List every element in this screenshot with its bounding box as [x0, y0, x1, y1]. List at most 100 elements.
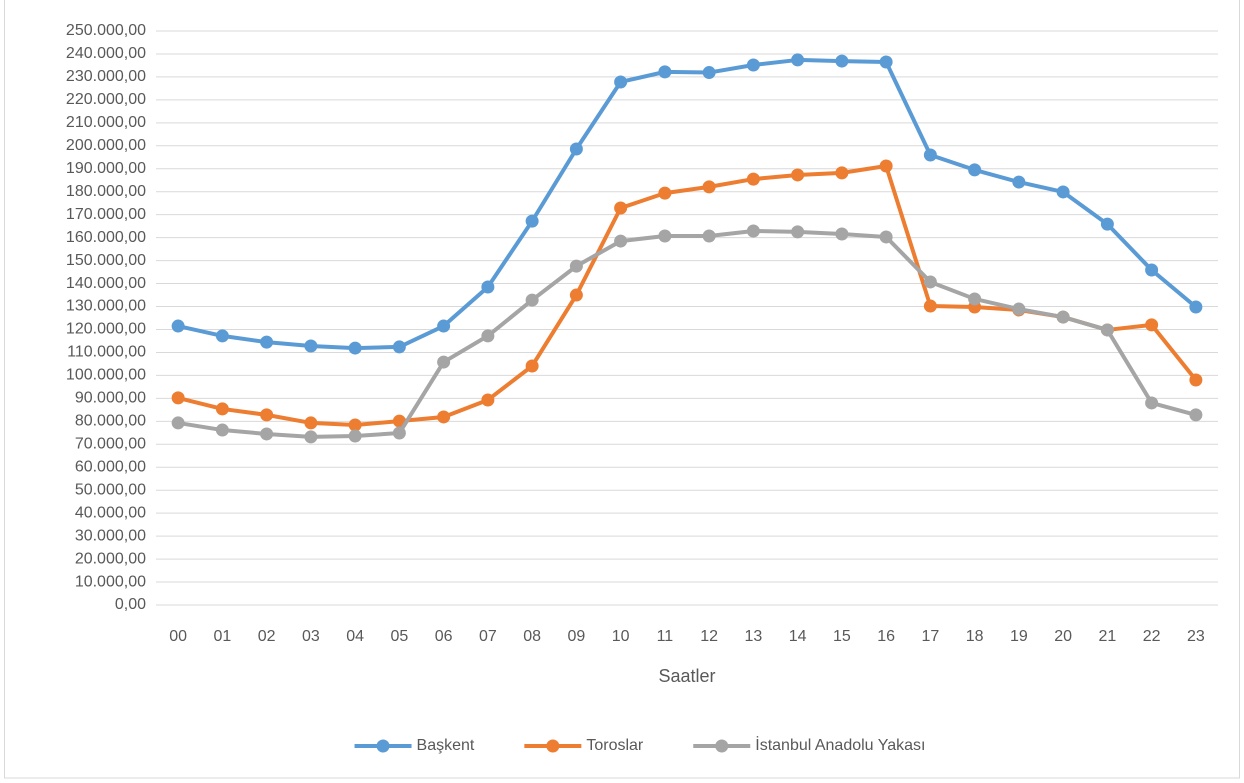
data-point	[1189, 408, 1203, 422]
data-point	[215, 423, 229, 437]
data-point	[1189, 373, 1203, 387]
y-tick-label: 200.000,00	[66, 137, 146, 154]
y-tick-label: 10.000,00	[75, 573, 146, 590]
y-tick-label: 190.000,00	[66, 160, 146, 177]
data-point	[392, 340, 406, 354]
data-point	[879, 55, 893, 69]
x-tick-label: 18	[966, 628, 984, 645]
x-tick-label: 02	[258, 628, 276, 645]
data-point	[879, 159, 893, 173]
y-tick-label: 120.000,00	[66, 321, 146, 338]
x-tick-label: 12	[700, 628, 718, 645]
data-point	[260, 408, 274, 422]
data-point	[304, 339, 318, 353]
data-point	[569, 142, 583, 156]
x-tick-label: 15	[833, 628, 851, 645]
data-point	[1189, 300, 1203, 314]
y-tick-label: 240.000,00	[66, 45, 146, 62]
y-tick-label: 220.000,00	[66, 91, 146, 108]
y-tick-label: 110.000,00	[67, 344, 146, 361]
y-tick-label: 90.000,00	[75, 390, 146, 407]
chart-border	[4, 0, 1240, 779]
series-line	[177, 57, 1198, 351]
x-tick-label: 03	[302, 628, 320, 645]
y-tick-label: 100.000,00	[66, 367, 146, 384]
y-tick-label: 150.000,00	[66, 252, 146, 269]
data-point	[835, 166, 849, 180]
data-point	[791, 225, 805, 239]
x-axis-title: Saatler	[658, 666, 715, 686]
x-tick-label: 01	[213, 628, 231, 645]
data-point	[481, 329, 495, 343]
data-point	[702, 229, 716, 243]
data-point	[348, 418, 362, 432]
data-point	[437, 355, 451, 369]
data-point	[746, 172, 760, 186]
data-point	[525, 359, 539, 373]
x-tick-label: 16	[877, 628, 895, 645]
data-point	[923, 299, 937, 313]
y-tick-label: 80.000,00	[75, 413, 146, 430]
y-tick-label: 0,00	[115, 596, 146, 613]
y-tick-label: 30.000,00	[75, 527, 146, 544]
data-point	[614, 201, 628, 215]
x-tick-label: 13	[744, 628, 762, 645]
data-point	[835, 54, 849, 68]
x-tick-label: 20	[1054, 628, 1072, 645]
data-point	[348, 429, 362, 443]
series-line	[177, 228, 1197, 439]
data-point	[968, 163, 982, 177]
y-tick-label: 40.000,00	[75, 504, 146, 521]
x-tick-label: 23	[1187, 628, 1205, 645]
data-point	[1100, 217, 1114, 231]
data-point	[481, 393, 495, 407]
data-point	[437, 319, 451, 333]
x-tick-label: 22	[1143, 628, 1161, 645]
data-point	[260, 427, 274, 441]
data-point	[658, 186, 672, 200]
data-point	[171, 416, 185, 430]
y-tick-label: 50.000,00	[75, 481, 146, 498]
x-tick-label: 09	[567, 628, 585, 645]
data-point	[525, 293, 539, 307]
y-tick-label: 60.000,00	[75, 458, 146, 475]
data-point	[481, 280, 495, 294]
x-tick-label: 06	[435, 628, 453, 645]
legend-label: Başkent	[417, 737, 475, 754]
data-point	[923, 148, 937, 162]
data-point	[746, 224, 760, 238]
data-point	[658, 65, 672, 79]
data-point	[746, 58, 760, 72]
y-tick-label: 230.000,00	[66, 68, 146, 85]
data-point	[215, 329, 229, 343]
data-point	[1056, 185, 1070, 199]
data-point	[392, 426, 406, 440]
legend-label: İstanbul Anadolu Yakası	[755, 735, 925, 754]
x-tick-label: 04	[346, 628, 364, 645]
data-point	[614, 75, 628, 89]
data-point	[304, 430, 318, 444]
x-tick-label: 07	[479, 628, 497, 645]
data-point	[1056, 310, 1070, 324]
data-point	[437, 410, 451, 424]
data-point	[304, 416, 318, 430]
y-tick-label: 70.000,00	[75, 435, 146, 452]
data-point	[968, 292, 982, 306]
x-tick-label: 10	[612, 628, 630, 645]
data-point	[569, 288, 583, 302]
data-point	[1012, 175, 1026, 189]
data-point	[923, 275, 937, 289]
data-point	[1145, 318, 1159, 332]
x-tick-label: 21	[1098, 628, 1116, 645]
data-point	[791, 53, 805, 67]
x-tick-label: 05	[390, 628, 408, 645]
data-point	[171, 319, 185, 333]
x-tick-label: 00	[169, 628, 187, 645]
data-point	[1012, 302, 1026, 316]
data-point	[791, 168, 805, 182]
y-tick-label: 180.000,00	[66, 183, 146, 200]
y-tick-label: 250.000,00	[66, 22, 146, 39]
y-tick-label: 160.000,00	[66, 229, 146, 246]
y-tick-label: 140.000,00	[66, 275, 146, 292]
